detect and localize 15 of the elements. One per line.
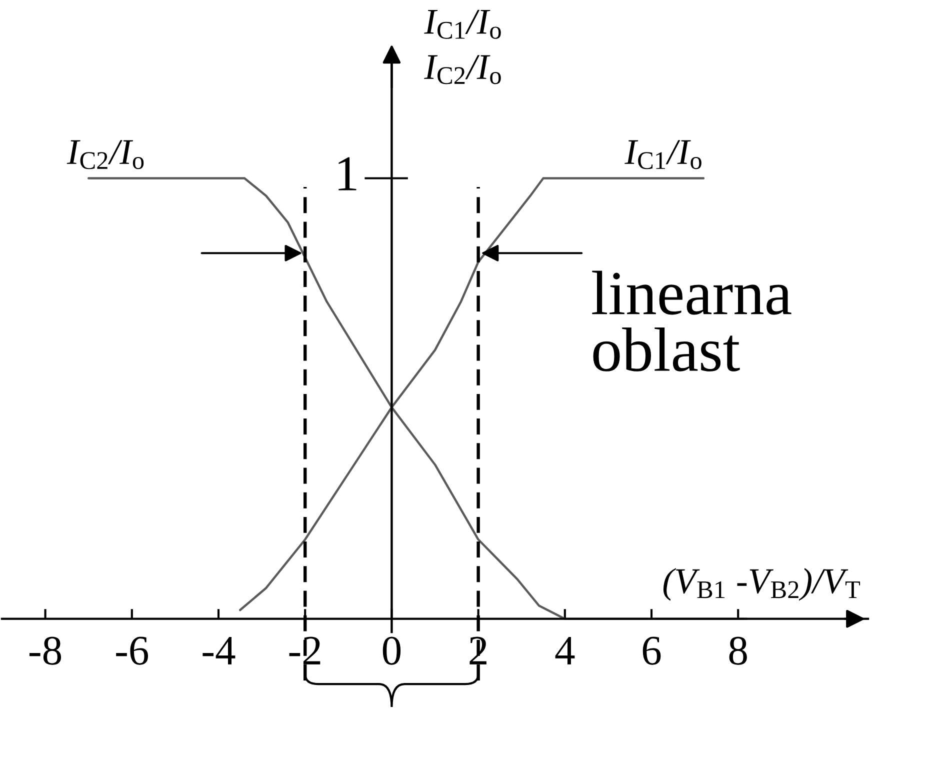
series-label: I$_{C2}$/I$_{o}$ [66,140,144,170]
x-tick-label: 2 [470,636,486,664]
x-tick-label: -6 [116,636,148,665]
x-tick-label: 6 [642,636,661,665]
x-tick-label: 8 [729,636,747,665]
series-label: I$_{C1}$/I$_{o}$ [624,140,702,170]
x-tick-label: -2 [289,636,320,664]
annotation: 1 [338,157,356,190]
x-tick-label: -4 [202,636,236,664]
x-tick-label: 0 [382,636,401,665]
x-tick-label: -8 [29,636,62,665]
x-tick-label: 4 [555,636,575,664]
annotation: linearna oblast [592,270,792,372]
text: I$_{C1}$/I$_{o}$ I$_{C2}$/I$_{o}$ [424,10,501,84]
x-axis-title: (V$_{B1}$ -V$_{B2}$)/V$_{T}$ [663,568,860,601]
